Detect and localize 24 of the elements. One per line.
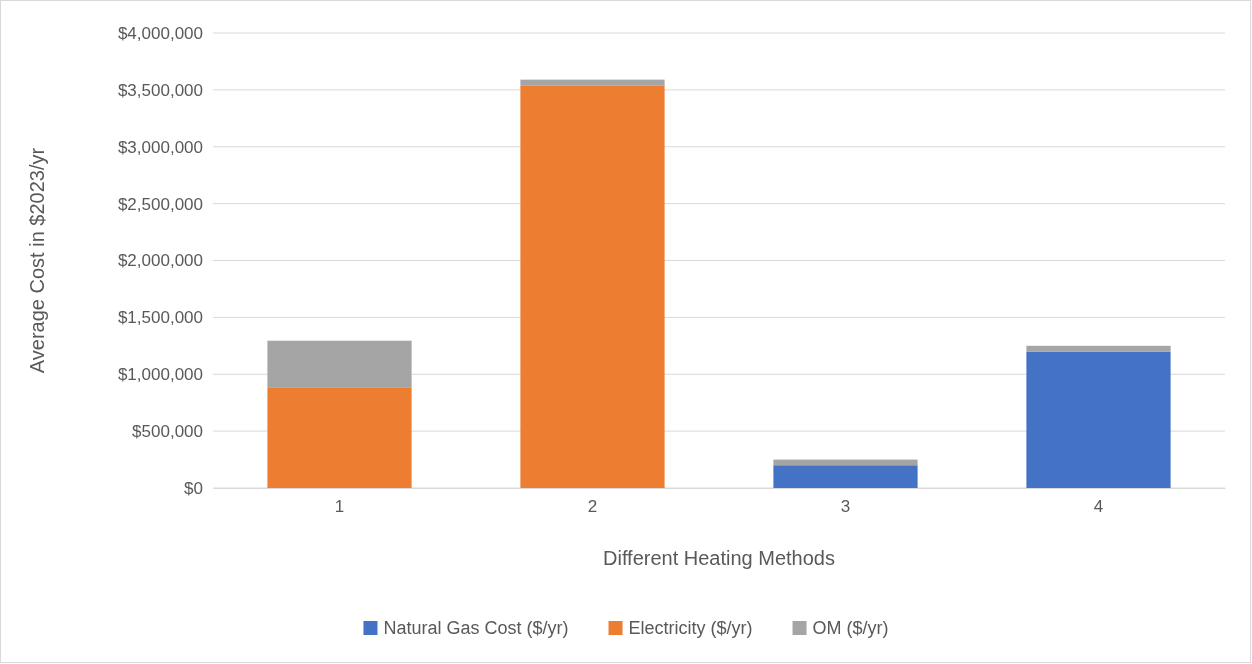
y-tick-label: $3,500,000	[117, 80, 203, 100]
bar	[267, 387, 412, 488]
y-tick-label: $500,000	[132, 422, 203, 442]
bar	[267, 340, 412, 388]
x-axis-title: Different Heating Methods	[603, 547, 835, 569]
y-tick-label: $2,000,000	[117, 251, 203, 271]
legend-label: Electricity ($/yr)	[628, 618, 753, 638]
y-tick-label: $1,000,000	[117, 365, 203, 385]
y-tick-label: $0	[184, 478, 203, 498]
y-tick-label: $1,500,000	[117, 308, 203, 328]
bar	[1026, 351, 1171, 488]
legend-label: Natural Gas Cost ($/yr)	[383, 618, 569, 638]
x-tick-label: 4	[1093, 497, 1104, 517]
bar	[520, 85, 665, 488]
x-tick-label: 2	[587, 497, 598, 517]
y-tick-label: $3,000,000	[117, 137, 203, 157]
bar	[773, 465, 918, 488]
y-tick-label: $4,000,000	[117, 23, 203, 43]
x-tick-label: 1	[334, 497, 345, 517]
y-tick-label: $2,500,000	[117, 194, 203, 214]
legend-label: OM ($/yr)	[812, 618, 889, 638]
bar	[1026, 345, 1171, 352]
x-tick-label: 3	[840, 497, 851, 517]
y-axis-title: Average Cost in $2023/yr	[26, 147, 48, 374]
